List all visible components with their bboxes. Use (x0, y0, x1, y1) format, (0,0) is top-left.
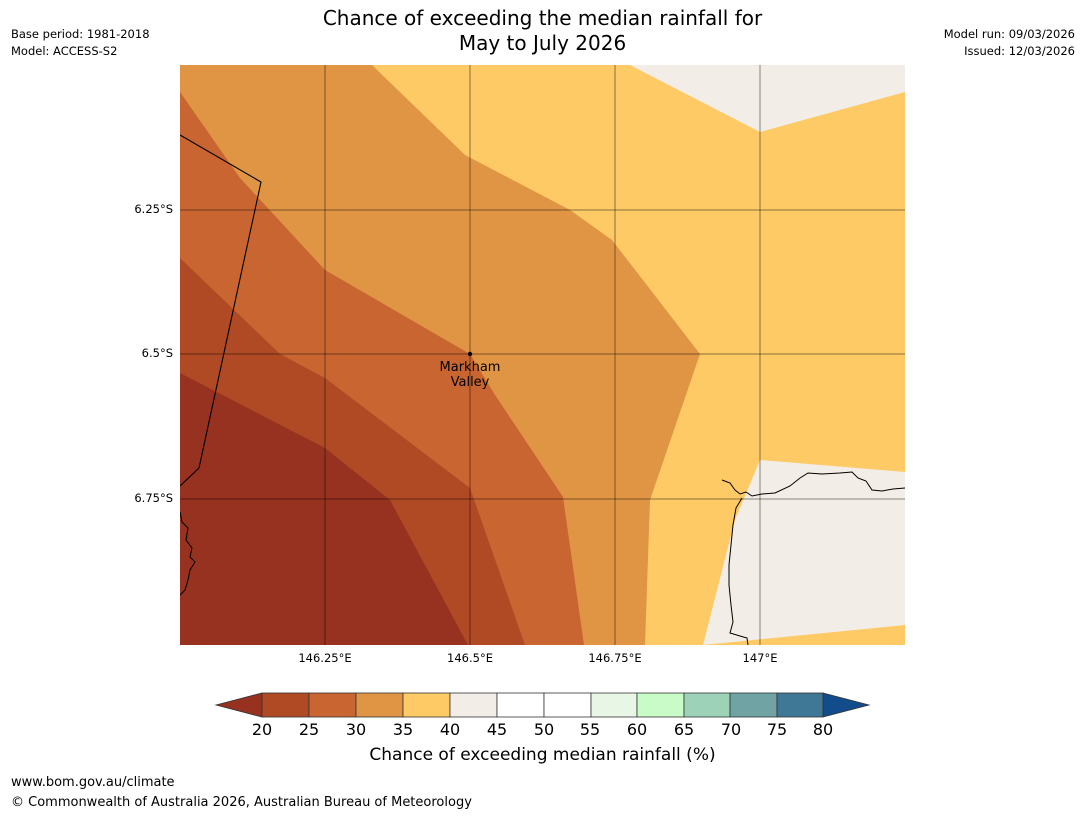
colorbar-label: Chance of exceeding median rainfall (%) (369, 745, 716, 765)
colorbar-55-60 (590, 692, 638, 718)
colorbar-tick: 75 (766, 720, 788, 739)
issued-date: Issued: 12/03/2026 (964, 44, 1075, 58)
colorbar-65-70 (683, 692, 731, 718)
title-line-1: Chance of exceeding the median rainfall … (322, 6, 763, 30)
zone-below-20 (180, 373, 468, 645)
colorbar-tick: 20 (251, 720, 273, 739)
zone-40-45-north (630, 65, 905, 132)
map-title: Chance of exceeding the median rainfall … (0, 6, 1085, 56)
colorbar-tick: 80 (812, 720, 834, 739)
model-name: Model: ACCESS-S2 (11, 44, 118, 58)
lon-label-146-5e: 146.5°E (447, 651, 493, 665)
colorbar-tick: 55 (579, 720, 601, 739)
place-name-line-2: Valley (450, 375, 490, 390)
colorbar (214, 692, 871, 718)
colorbar-tick: 35 (392, 720, 414, 739)
lat-label-6-75s: 6.75°S (134, 491, 173, 505)
lat-label-6-25s: 6.25°S (134, 202, 173, 216)
colorbar-below-20-arrow (214, 692, 263, 718)
coastline-east (721, 471, 905, 497)
colorbar-tick: 45 (486, 720, 508, 739)
colorbar-tick: 70 (720, 720, 742, 739)
base-period: Base period: 1981-2018 (11, 27, 150, 41)
colorbar-tick: 30 (345, 720, 367, 739)
border-line (180, 134, 262, 487)
model-run-date: Model run: 09/03/2026 (943, 27, 1075, 41)
lon-label-146-25e: 146.25°E (298, 651, 352, 665)
colorbar-tick: 60 (626, 720, 648, 739)
colorbar-20-25 (261, 692, 310, 718)
colorbar-tick: 65 (673, 720, 695, 739)
place-name-line-1: Markham (439, 360, 501, 375)
colorbar-tick: 50 (533, 720, 555, 739)
footer-url[interactable]: www.bom.gov.au/climate (11, 775, 175, 790)
title-line-2: May to July 2026 (458, 31, 627, 55)
colorbar-60-65 (636, 692, 685, 718)
markham-valley-marker[interactable] (467, 351, 473, 357)
zone-40-45-southeast (703, 460, 905, 645)
colorbar-above-80-arrow (822, 692, 871, 718)
colorbar-25-30 (308, 692, 357, 718)
rainfall-probability-layer (180, 65, 905, 645)
lat-label-6-5s: 6.5°S (141, 346, 173, 360)
place-label-markham-valley: Markham Valley (420, 360, 520, 390)
colorbar-70-75 (729, 692, 778, 718)
graticule (180, 65, 905, 645)
coastline-south (728, 497, 749, 645)
footer-copyright: © Commonwealth of Australia 2026, Austra… (11, 795, 472, 810)
lon-label-147e: 147°E (742, 651, 778, 665)
colorbar-45-50 (496, 692, 545, 718)
coastline-west (180, 511, 196, 596)
colorbar-35-40 (402, 692, 451, 718)
colorbar-tick: 40 (439, 720, 461, 739)
colorbar-50-55 (543, 692, 592, 718)
colorbar-30-35 (355, 692, 404, 718)
run-info: Model run: 09/03/2026 Issued: 12/03/2026 (944, 26, 1075, 60)
base-info: Base period: 1981-2018 Model: ACCESS-S2 (11, 26, 150, 60)
colorbar-75-80 (776, 692, 824, 718)
colorbar-tick: 25 (298, 720, 320, 739)
colorbar-40-45 (449, 692, 498, 718)
lon-label-146-75e: 146.75°E (588, 651, 642, 665)
